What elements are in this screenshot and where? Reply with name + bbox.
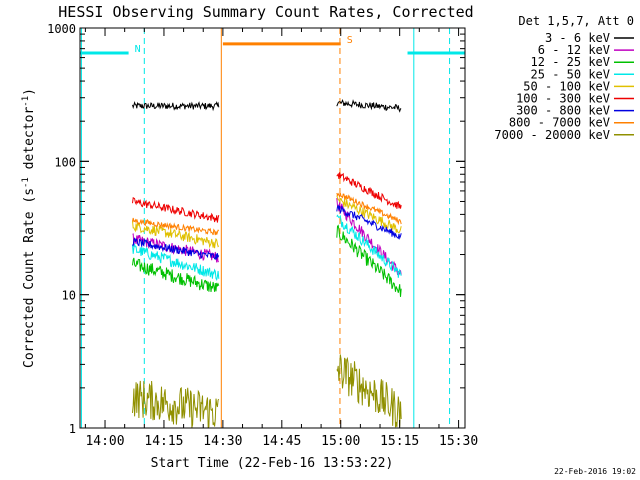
series-trace bbox=[336, 98, 402, 113]
legend-label: 12 - 25 keV bbox=[531, 55, 610, 69]
x-axis-label: Start Time (22-Feb-16 13:53:22) bbox=[151, 456, 394, 471]
series-trace bbox=[132, 380, 220, 429]
legend-label: 800 - 7000 keV bbox=[509, 116, 610, 130]
y-label-part: Corrected Count Rate (s bbox=[22, 188, 37, 368]
series-trace bbox=[132, 257, 220, 292]
series-trace bbox=[336, 192, 402, 226]
legend-label: 50 - 100 keV bbox=[523, 79, 610, 93]
x-tick-label: 15:00 bbox=[321, 434, 360, 449]
axes-layer: 1 10 100 1000 14:00 14:15 14:30 14:45 15:00 15:15… bbox=[47, 22, 478, 449]
series-trace bbox=[336, 204, 402, 240]
legend-label: 300 - 800 keV bbox=[516, 104, 610, 118]
legend-label: 3 - 6 keV bbox=[545, 31, 610, 45]
y-tick-label: 10 bbox=[62, 289, 76, 303]
x-tick-label: 15:15 bbox=[380, 434, 419, 449]
series-trace bbox=[132, 221, 220, 249]
x-tick-label: 14:30 bbox=[203, 434, 242, 449]
series-trace bbox=[132, 196, 220, 223]
series-trace bbox=[132, 237, 220, 260]
series-trace bbox=[336, 354, 402, 428]
series-trace bbox=[336, 198, 402, 276]
series-trace bbox=[132, 242, 220, 282]
y-tick-label: 1000 bbox=[47, 22, 76, 36]
x-tick-label: 14:15 bbox=[144, 434, 183, 449]
series-trace bbox=[336, 224, 402, 297]
y-axis-label: Corrected Count Rate (s-1 detector-1) bbox=[21, 88, 37, 368]
footer-timestamp: 22-Feb-2016 19:02 bbox=[554, 467, 636, 476]
legend-header: Det 1,5,7, Att 0 bbox=[518, 14, 634, 28]
x-tick-label: 14:45 bbox=[262, 434, 301, 449]
legend-label: 100 - 300 keV bbox=[516, 92, 610, 106]
y-label-part: ) bbox=[22, 88, 37, 96]
series-trace bbox=[336, 214, 402, 278]
legend-label: 7000 - 20000 keV bbox=[494, 128, 610, 142]
plot-frame bbox=[79, 27, 466, 429]
flag-label: N bbox=[135, 44, 141, 55]
y-label-superscript: -1 bbox=[21, 177, 31, 188]
series-trace bbox=[132, 217, 219, 236]
x-tick-label: 14:00 bbox=[85, 434, 124, 449]
y-label-superscript: -1 bbox=[21, 96, 31, 107]
legend-label: 25 - 50 keV bbox=[531, 67, 610, 81]
y-label-part: detector bbox=[22, 107, 37, 178]
y-tick-label: 100 bbox=[54, 155, 76, 169]
data-layer: NS bbox=[80, 28, 465, 429]
x-tick-label: 15:30 bbox=[439, 434, 478, 449]
legend-label: 6 - 12 keV bbox=[538, 43, 610, 57]
chart-title: HESSI Observing Summary Count Rates, Cor… bbox=[58, 3, 473, 21]
series-trace bbox=[336, 172, 402, 209]
y-tick-label: 1 bbox=[69, 422, 76, 436]
flag-label: S bbox=[347, 35, 353, 46]
series-trace bbox=[132, 100, 220, 112]
series-trace bbox=[336, 195, 402, 234]
